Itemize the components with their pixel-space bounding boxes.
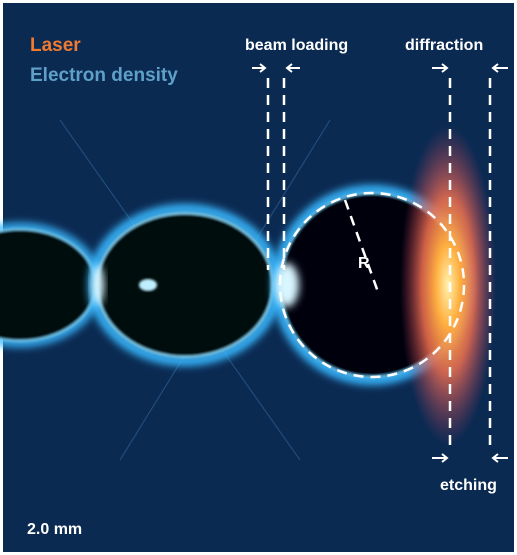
figure: Laser Electron density beam loading diff… xyxy=(0,0,517,555)
label-radius: R xyxy=(358,255,370,272)
legend-electron-density: Electron density xyxy=(30,65,178,86)
label-etching: etching xyxy=(440,477,497,494)
label-beam-loading: beam loading xyxy=(245,37,348,54)
page: Laser Electron density beam loading diff… xyxy=(0,0,517,555)
label-diffraction: diffraction xyxy=(405,37,483,54)
laser-pulse xyxy=(400,125,496,445)
legend-laser: Laser xyxy=(30,35,81,56)
scale-bar-label: 2.0 mm xyxy=(27,521,82,538)
